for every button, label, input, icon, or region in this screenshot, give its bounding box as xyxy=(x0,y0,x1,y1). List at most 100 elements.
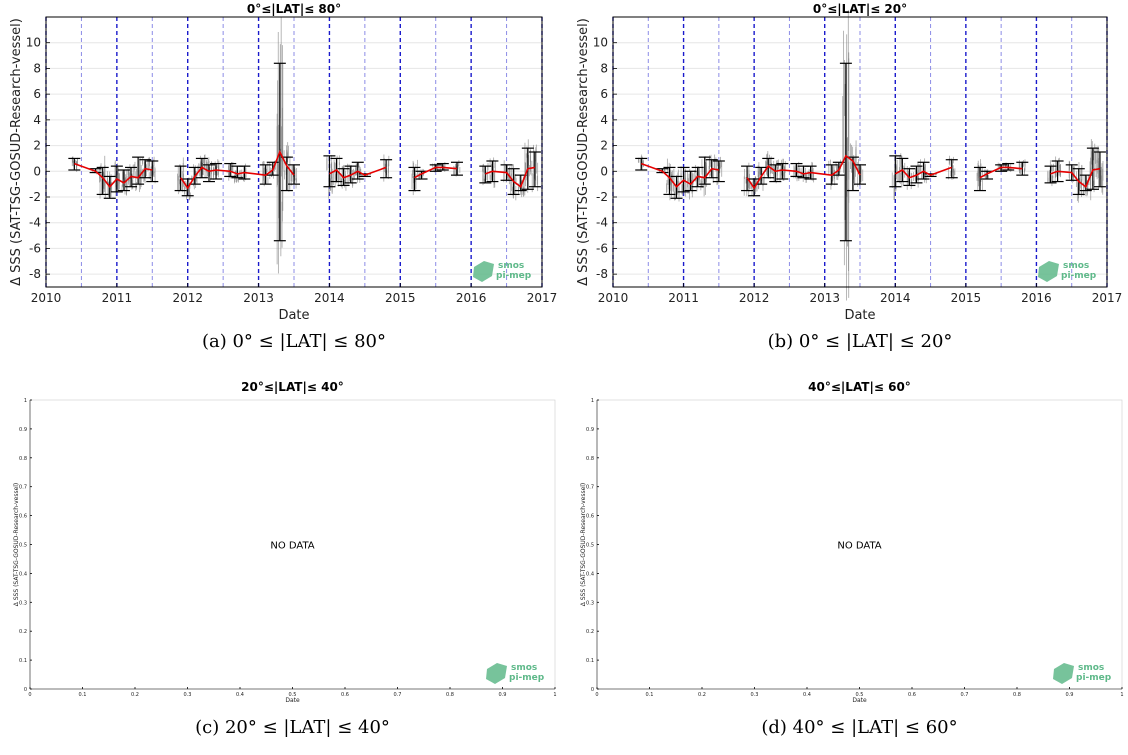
y-tick-label: 0.7 xyxy=(19,485,27,491)
x-tick-label: 0.2 xyxy=(698,692,706,698)
error-bar xyxy=(1086,147,1099,190)
x-tick-label: 2017 xyxy=(1092,291,1123,305)
y-tick-label: 0.1 xyxy=(586,658,594,664)
x-tick-label: 0.7 xyxy=(961,692,969,698)
y-tick-label: 0.5 xyxy=(586,543,594,549)
y-tick-label: 0.4 xyxy=(586,571,594,577)
y-tick-label: 1 xyxy=(591,398,594,404)
y-tick-label: 0.3 xyxy=(19,600,27,606)
y-tick-label: -4 xyxy=(29,216,41,230)
x-tick-label: 2016 xyxy=(456,291,487,305)
mean-line xyxy=(894,166,953,179)
logo-text-line2: pi-mep xyxy=(509,673,545,683)
x-tick-label: 0.8 xyxy=(1013,692,1021,698)
y-tick-label: -6 xyxy=(29,241,41,255)
x-tick-label: 0.1 xyxy=(646,692,654,698)
x-tick-label: 0.5 xyxy=(289,692,297,698)
logo-text-line1: smos xyxy=(511,663,537,673)
y-tick-label: 0.9 xyxy=(586,427,594,433)
x-tick-label: 2010 xyxy=(598,291,629,305)
x-tick-label: 0.9 xyxy=(499,692,507,698)
x-tick-label: 2011 xyxy=(668,291,699,305)
x-tick-label: 2015 xyxy=(951,291,982,305)
error-bar xyxy=(96,166,109,196)
y-tick-label: -8 xyxy=(29,267,41,281)
x-tick-label: 0.9 xyxy=(1066,692,1074,698)
mean-line xyxy=(74,162,153,188)
mean-line xyxy=(414,166,458,179)
x-tick-label: 2014 xyxy=(314,291,345,305)
error-bar xyxy=(224,162,237,178)
y-tick-label: 0.2 xyxy=(586,629,594,635)
error-bar xyxy=(684,170,697,192)
error-bar xyxy=(762,157,775,179)
logo-text-line1: smos xyxy=(1078,663,1104,673)
x-tick-label: 0.6 xyxy=(908,692,916,698)
y-tick-label: 0 xyxy=(600,164,608,178)
chart-title: 0°≤|LAT|≤ 80° xyxy=(247,2,341,16)
x-tick-label: 2014 xyxy=(880,291,911,305)
x-tick-label: 0.4 xyxy=(803,692,811,698)
axes-box xyxy=(45,16,543,288)
error-bar xyxy=(408,166,421,192)
no-data-annotation: NO DATA xyxy=(270,541,314,552)
y-tick-label: -2 xyxy=(596,190,608,204)
error-bar xyxy=(132,156,145,185)
y-tick-label: 0.3 xyxy=(586,600,594,606)
figure-caption: (b) 0° ≤ |LAT| ≤ 20° xyxy=(768,331,953,352)
mean-line xyxy=(746,154,861,190)
y-tick-label: 10 xyxy=(593,36,608,50)
y-tick-label: -2 xyxy=(29,190,41,204)
figure-caption: (a) 0° ≤ |LAT| ≤ 80° xyxy=(202,331,386,352)
y-tick-label: 2 xyxy=(33,139,41,153)
x-tick-label: 0.5 xyxy=(856,692,864,698)
error-bar xyxy=(528,151,541,188)
y-tick-label: -8 xyxy=(596,267,608,281)
x-axis-label: Date xyxy=(852,697,867,704)
no-data-annotation: NO DATA xyxy=(837,541,881,552)
logo-text-line2: pi-mep xyxy=(1076,673,1112,683)
figure-caption: (c) 20° ≤ |LAT| ≤ 40° xyxy=(195,717,390,738)
smos-logo-icon xyxy=(1038,261,1059,282)
x-tick-label: 0.8 xyxy=(446,692,454,698)
x-tick-label: 0.7 xyxy=(394,692,402,698)
error-bar xyxy=(450,161,463,176)
smos-logo-icon xyxy=(1053,663,1074,684)
x-tick-label: 0.1 xyxy=(79,692,87,698)
logo-text-line1: smos xyxy=(498,261,524,271)
error-bar xyxy=(712,160,725,183)
x-axis-label: Date xyxy=(285,697,300,704)
error-bar xyxy=(776,162,789,180)
error-bar xyxy=(1044,165,1057,184)
y-tick-label: 0.6 xyxy=(586,514,594,520)
error-bar xyxy=(663,166,676,196)
x-tick-label: 2011 xyxy=(102,291,133,305)
x-tick-label: 2015 xyxy=(385,291,416,305)
mean-line xyxy=(485,166,536,188)
y-axis-label: Δ SSS (SAT-TSG-GOSUD-Research-vessel) xyxy=(9,18,24,286)
error-bar xyxy=(973,166,986,192)
error-bar xyxy=(323,155,336,188)
error-bar xyxy=(117,169,130,192)
smos-logo-icon xyxy=(473,261,494,282)
x-tick-label: 0 xyxy=(28,692,31,698)
error-bar xyxy=(889,155,902,188)
figure-caption: (d) 40° ≤ |LAT| ≤ 60° xyxy=(761,717,957,738)
error-bar xyxy=(380,159,393,179)
x-tick-label: 1 xyxy=(1120,692,1123,698)
chart-title: 0°≤|LAT|≤ 20° xyxy=(813,2,907,16)
y-tick-label: 0.2 xyxy=(19,629,27,635)
error-bar xyxy=(769,164,782,183)
y-tick-label: 0.8 xyxy=(19,456,27,462)
y-tick-label: 0 xyxy=(24,687,27,693)
y-tick-label: 0.6 xyxy=(19,514,27,520)
chart-title: 20°≤|LAT|≤ 40° xyxy=(241,380,344,394)
x-tick-label: 0.4 xyxy=(236,692,244,698)
logo-text-line2: pi-mep xyxy=(496,271,532,281)
y-tick-label: 0.7 xyxy=(586,485,594,491)
